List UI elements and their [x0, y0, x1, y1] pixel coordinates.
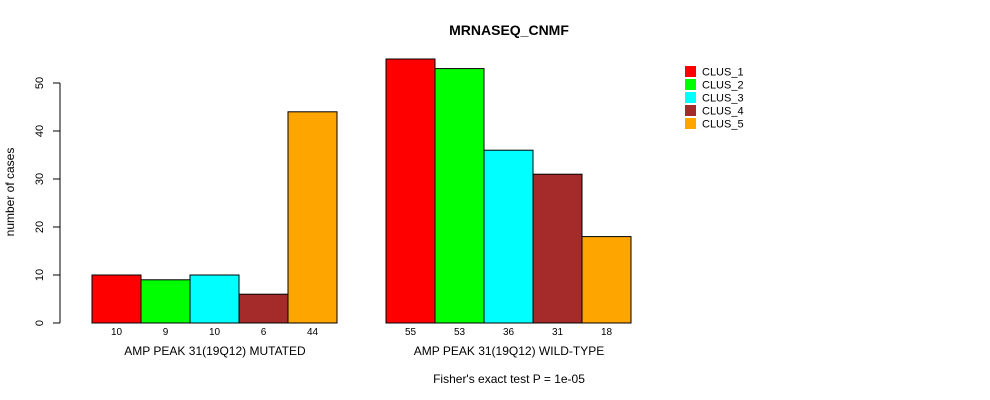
bar-value-label: 10 — [111, 327, 123, 338]
bar-value-label: 18 — [601, 327, 613, 338]
bar-value-label: 9 — [163, 327, 169, 338]
y-tick-label: 40 — [34, 125, 46, 137]
bar-clus-4-group-1 — [238, 293, 289, 324]
chart-title: MRNASEQ_CNMF — [449, 22, 569, 38]
bar-clus-3-group-1 — [189, 274, 240, 324]
bar-value-label: 6 — [261, 327, 267, 338]
bar-clus-5-group-2 — [581, 236, 632, 324]
legend-swatch-clus-4 — [685, 105, 696, 116]
bar-value-label: 55 — [405, 327, 417, 338]
bar-value-label: 10 — [209, 327, 221, 338]
value-labels: 10 9 10 6 44 55 53 36 31 18 — [111, 327, 613, 338]
bar-clus-3-group-2 — [483, 149, 534, 324]
footnote: Fisher's exact test P = 1e-05 — [433, 372, 585, 386]
bar-value-label: 44 — [307, 327, 319, 338]
bar-value-label: 53 — [454, 327, 466, 338]
y-tick-label: 10 — [34, 269, 46, 281]
legend-label-clus-2: CLUS_2 — [702, 80, 744, 92]
y-tick-label: 30 — [34, 173, 46, 185]
bar-value-label: 36 — [503, 327, 515, 338]
bar-clus-1-group-2 — [385, 58, 436, 324]
y-tick-label: 20 — [34, 221, 46, 233]
bars — [91, 58, 632, 324]
y-axis-label: number of cases — [3, 148, 17, 237]
bar-clus-2-group-1 — [140, 279, 191, 324]
legend-label-clus-3: CLUS_3 — [702, 93, 744, 105]
legend-swatch-clus-3 — [685, 92, 696, 103]
legend-swatch-clus-2 — [685, 79, 696, 90]
bar-clus-4-group-2 — [532, 173, 583, 324]
bar-clus-2-group-2 — [434, 68, 485, 324]
y-axis: 0 10 20 30 40 50 — [34, 77, 61, 326]
y-tick-label: 50 — [34, 77, 46, 89]
legend-label-clus-1: CLUS_1 — [702, 67, 744, 79]
bar-clus-1-group-1 — [91, 274, 142, 324]
group-label-wildtype: AMP PEAK 31(19Q12) WILD-TYPE — [414, 344, 605, 358]
group-label-mutated: AMP PEAK 31(19Q12) MUTATED — [124, 344, 306, 358]
bar-value-label: 31 — [552, 327, 564, 338]
legend-swatch-clus-1 — [685, 66, 696, 77]
legend-label-clus-5: CLUS_5 — [702, 119, 744, 131]
y-tick-label: 0 — [34, 320, 46, 326]
legend-swatch-clus-5 — [685, 118, 696, 129]
bar-clus-5-group-1 — [287, 111, 338, 324]
legend-label-clus-4: CLUS_4 — [702, 106, 744, 118]
